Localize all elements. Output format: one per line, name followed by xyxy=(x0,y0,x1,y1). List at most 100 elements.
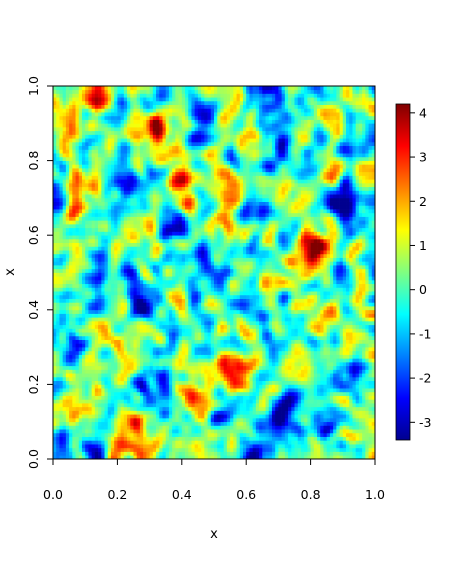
heatmap-cell xyxy=(217,425,221,430)
heatmap-cell xyxy=(336,343,340,348)
heatmap-cell xyxy=(355,339,360,344)
heatmap-cell xyxy=(307,429,311,434)
heatmap-cell xyxy=(233,332,237,337)
heatmap-cell xyxy=(307,406,311,411)
heatmap-cell xyxy=(98,455,102,460)
heatmap-cell xyxy=(123,350,128,355)
heatmap-cell xyxy=(75,414,80,419)
heatmap-cell xyxy=(207,279,212,285)
heatmap-cell xyxy=(265,417,270,423)
heatmap-cell xyxy=(175,335,179,340)
heatmap-cell xyxy=(65,306,70,311)
heatmap-cell xyxy=(139,332,144,337)
heatmap-cell xyxy=(371,358,376,363)
heatmap-cell xyxy=(130,388,134,393)
heatmap-cell xyxy=(207,313,212,318)
heatmap-cell xyxy=(349,365,353,370)
heatmap-cell xyxy=(162,279,167,285)
heatmap-cell xyxy=(246,455,250,460)
heatmap-cell xyxy=(120,291,125,296)
heatmap-cell xyxy=(62,320,67,326)
heatmap-cell xyxy=(233,388,237,393)
heatmap-cell xyxy=(355,417,360,423)
heatmap-cell xyxy=(281,395,286,400)
heatmap-cell xyxy=(329,444,334,449)
heatmap-cell xyxy=(259,358,263,363)
heatmap-cell xyxy=(188,302,192,307)
heatmap-cell xyxy=(110,399,115,404)
heatmap-cell xyxy=(255,417,260,423)
heatmap-cell xyxy=(88,384,92,389)
heatmap-cell xyxy=(194,365,199,370)
heatmap-cell xyxy=(288,362,292,367)
heatmap-cell xyxy=(358,455,363,460)
heatmap-cell xyxy=(336,276,340,281)
heatmap-cell xyxy=(172,309,176,314)
heatmap-cell xyxy=(246,362,250,367)
heatmap-cell xyxy=(133,447,138,452)
heatmap-cell xyxy=(207,347,212,352)
heatmap-cell xyxy=(278,365,282,370)
heatmap-cell xyxy=(358,432,363,437)
heatmap-cell xyxy=(81,380,86,385)
heatmap-cell xyxy=(255,399,260,404)
heatmap-cell xyxy=(252,347,257,352)
heatmap-cell xyxy=(114,320,118,326)
heatmap-cell xyxy=(162,362,167,367)
heatmap-cell xyxy=(178,328,183,333)
heatmap-cell xyxy=(320,302,324,307)
heatmap-cell xyxy=(278,373,282,378)
heatmap-cell xyxy=(185,328,189,333)
heatmap-cell xyxy=(197,421,202,426)
heatmap-cell xyxy=(56,324,60,329)
heatmap-cell xyxy=(300,406,305,411)
heatmap-cell xyxy=(304,421,308,426)
heatmap-cell xyxy=(62,291,67,296)
heatmap-cell xyxy=(133,291,138,296)
heatmap-cell xyxy=(252,395,257,400)
heatmap-cell xyxy=(181,313,186,318)
heatmap-cell xyxy=(271,391,276,396)
heatmap-cell xyxy=(65,287,70,292)
heatmap-cell xyxy=(136,417,141,423)
heatmap-cell xyxy=(94,403,99,408)
heatmap-cell xyxy=(207,317,212,322)
heatmap-cell xyxy=(149,429,154,434)
heatmap-cell xyxy=(133,313,138,318)
heatmap-cell xyxy=(288,403,292,408)
heatmap-cell xyxy=(326,279,331,285)
heatmap-cell xyxy=(226,376,231,382)
heatmap-cell xyxy=(333,272,337,277)
heatmap-cell xyxy=(346,294,350,299)
heatmap-cell xyxy=(78,436,83,441)
heatmap-cell xyxy=(191,436,196,441)
heatmap-cell xyxy=(294,298,299,303)
heatmap-cell xyxy=(362,291,366,296)
heatmap-cell xyxy=(304,362,308,367)
heatmap-cell xyxy=(220,302,225,307)
heatmap-cell xyxy=(323,287,328,292)
heatmap-cell xyxy=(297,436,302,441)
heatmap-cell xyxy=(117,369,121,374)
heatmap-cell xyxy=(368,365,373,370)
heatmap-cell xyxy=(191,328,196,333)
heatmap-cell xyxy=(271,403,276,408)
heatmap-cell xyxy=(130,429,134,434)
heatmap-cell xyxy=(365,320,369,326)
heatmap-cell xyxy=(226,417,231,423)
heatmap-cell xyxy=(110,369,115,374)
heatmap-cell xyxy=(88,279,92,285)
heatmap-cell xyxy=(127,406,131,411)
heatmap-cell xyxy=(252,425,257,430)
heatmap-cell xyxy=(130,339,134,344)
heatmap-cell xyxy=(59,294,64,299)
heatmap-cell xyxy=(78,302,83,307)
heatmap-cell xyxy=(329,291,334,296)
heatmap-cell xyxy=(317,380,321,385)
heatmap-cell xyxy=(236,365,241,370)
heatmap-cell xyxy=(127,455,131,460)
heatmap-cell xyxy=(259,369,263,374)
heatmap-cell xyxy=(175,429,179,434)
heatmap-cell xyxy=(120,279,125,285)
heatmap-cell xyxy=(317,283,321,288)
